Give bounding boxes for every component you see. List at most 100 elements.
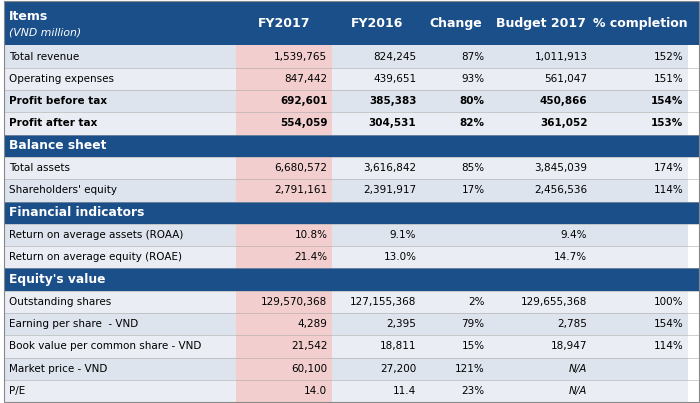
Text: Profit after tax: Profit after tax [9, 118, 97, 129]
Bar [237, 224, 332, 246]
Bar [592, 335, 688, 357]
Bar [237, 335, 332, 357]
Text: 2,791,161: 2,791,161 [274, 185, 328, 195]
Text: % completion: % completion [593, 17, 687, 29]
Text: 361,052: 361,052 [540, 118, 587, 129]
Bar [592, 246, 688, 268]
Text: 450,866: 450,866 [540, 96, 587, 106]
Text: Return on average equity (ROAE): Return on average equity (ROAE) [9, 252, 182, 262]
Bar [421, 380, 489, 402]
Bar [4, 291, 237, 313]
Text: 15%: 15% [461, 341, 484, 351]
Bar [237, 246, 332, 268]
Bar [332, 380, 421, 402]
Bar [489, 224, 592, 246]
Bar [489, 179, 592, 202]
Text: Balance sheet: Balance sheet [9, 139, 106, 152]
Text: Outstanding shares: Outstanding shares [9, 297, 111, 307]
Bar [489, 335, 592, 357]
Bar [4, 357, 237, 380]
Text: 561,047: 561,047 [545, 74, 587, 84]
Bar [332, 90, 421, 112]
Bar [592, 224, 688, 246]
Text: Budget 2017: Budget 2017 [496, 17, 586, 29]
Bar [4, 112, 237, 135]
Bar [332, 68, 421, 90]
Text: 11.4: 11.4 [393, 386, 416, 396]
Text: Total assets: Total assets [9, 163, 70, 173]
Bar [592, 46, 688, 68]
Text: Operating expenses: Operating expenses [9, 74, 114, 84]
Bar [4, 46, 237, 68]
Bar [592, 112, 688, 135]
Bar [489, 46, 592, 68]
Text: 9.4%: 9.4% [561, 230, 587, 240]
Bar [421, 179, 489, 202]
Bar [4, 90, 237, 112]
Bar [4, 224, 237, 246]
Bar [489, 246, 592, 268]
Bar [4, 246, 237, 268]
Bar [332, 224, 421, 246]
Bar [489, 291, 592, 313]
Text: 3,616,842: 3,616,842 [363, 163, 416, 173]
Bar [421, 357, 489, 380]
Bar [592, 90, 688, 112]
Text: 17%: 17% [461, 185, 484, 195]
Text: Shareholders' equity: Shareholders' equity [9, 185, 117, 195]
Text: 127,155,368: 127,155,368 [350, 297, 416, 307]
Text: (VND million): (VND million) [9, 28, 81, 38]
Bar [4, 268, 699, 291]
Bar [4, 135, 699, 157]
Bar [489, 90, 592, 112]
Text: Market price - VND: Market price - VND [9, 364, 108, 374]
Bar [421, 112, 489, 135]
Text: 554,059: 554,059 [280, 118, 328, 129]
Bar [4, 202, 699, 224]
Text: 60,100: 60,100 [291, 364, 328, 374]
Text: 824,245: 824,245 [373, 52, 416, 62]
Bar [489, 68, 592, 90]
Text: 692,601: 692,601 [280, 96, 328, 106]
Bar [4, 380, 237, 402]
Bar [332, 357, 421, 380]
Bar [237, 46, 332, 68]
Bar [332, 313, 421, 335]
Bar [237, 291, 332, 313]
Text: 18,811: 18,811 [380, 341, 416, 351]
Text: 9.1%: 9.1% [390, 230, 416, 240]
Text: Profit before tax: Profit before tax [9, 96, 107, 106]
Text: 154%: 154% [654, 319, 683, 329]
Text: 847,442: 847,442 [284, 74, 328, 84]
Text: Equity's value: Equity's value [9, 273, 106, 286]
Text: 2,456,536: 2,456,536 [534, 185, 587, 195]
Bar [489, 157, 592, 179]
Text: 2,785: 2,785 [557, 319, 587, 329]
Bar [4, 68, 237, 90]
Bar [4, 335, 237, 357]
Bar [592, 313, 688, 335]
Text: 153%: 153% [651, 118, 683, 129]
Text: 13.0%: 13.0% [384, 252, 416, 262]
Bar [4, 157, 237, 179]
Bar [421, 335, 489, 357]
Text: 121%: 121% [455, 364, 484, 374]
Text: 23%: 23% [461, 386, 484, 396]
Bar [489, 380, 592, 402]
Text: 1,539,765: 1,539,765 [274, 52, 328, 62]
Text: 2%: 2% [468, 297, 484, 307]
Text: 93%: 93% [461, 74, 484, 84]
Text: 14.7%: 14.7% [554, 252, 587, 262]
Text: 14.0: 14.0 [304, 386, 328, 396]
Text: 85%: 85% [461, 163, 484, 173]
Text: 304,531: 304,531 [369, 118, 416, 129]
Text: 82%: 82% [459, 118, 484, 129]
Bar [592, 68, 688, 90]
Text: 79%: 79% [461, 319, 484, 329]
Bar [4, 1, 699, 46]
Bar [421, 46, 489, 68]
Text: N/A: N/A [569, 364, 587, 374]
Text: 2,395: 2,395 [386, 319, 416, 329]
Bar [421, 157, 489, 179]
Bar [489, 112, 592, 135]
